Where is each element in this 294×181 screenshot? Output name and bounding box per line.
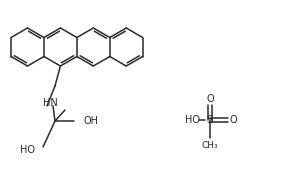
Text: HO: HO	[185, 115, 200, 125]
Text: OH: OH	[84, 116, 99, 126]
Text: CH₃: CH₃	[202, 141, 218, 150]
Text: HO: HO	[20, 145, 35, 155]
Text: O: O	[206, 94, 214, 104]
Text: S: S	[207, 115, 213, 125]
Text: O: O	[230, 115, 238, 125]
Text: HN: HN	[43, 98, 57, 108]
